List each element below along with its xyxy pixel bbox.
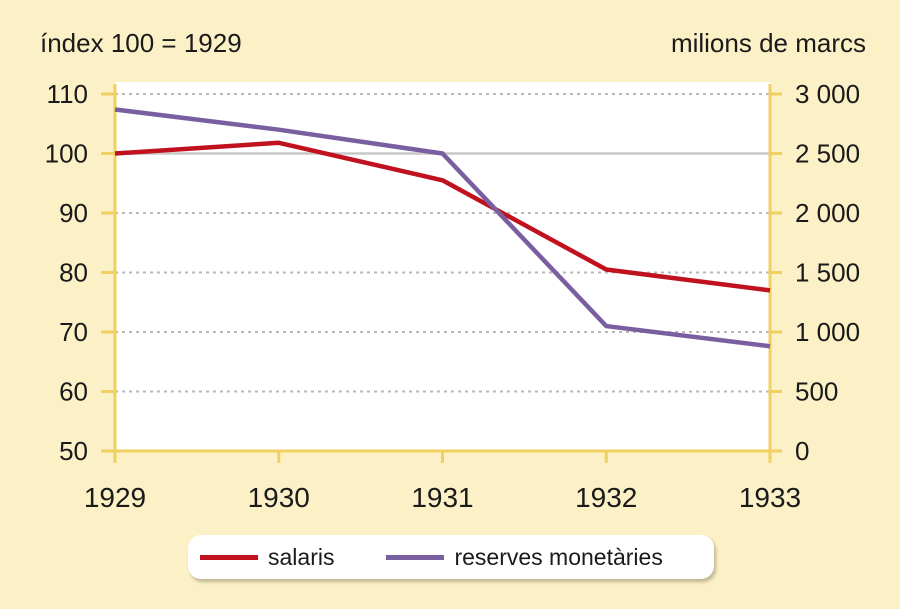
left-tick-label: 70 [59,317,88,347]
left-tick-label: 60 [59,377,88,407]
left-tick-label: 90 [59,198,88,228]
plot-area [115,82,770,452]
right-tick-label: 1 500 [795,258,860,288]
series-lines [114,107,771,349]
x-tick-label: 1929 [84,482,146,513]
legend-item-salaris: salaris [200,544,334,571]
right-tick-label: 500 [795,377,838,407]
left-tick-label: 110 [47,79,88,109]
right-tick-label: 2 000 [795,198,860,228]
right-tick-label: 3 000 [795,79,860,109]
legend-swatch-reserves [386,554,445,560]
legend-swatch-salaris [200,554,258,560]
left-tick-label: 50 [59,436,88,466]
right-axis-label: milions de marcs [671,28,866,58]
series-line-reserves [114,107,771,349]
left-tick-label: 80 [59,258,88,288]
x-tick-labels: 1929 1930 1931 1932 1933 [84,482,801,513]
right-tick-label: 0 [795,436,809,466]
series-line-salaris [114,140,771,293]
left-tick-labels: 110 100 90 80 70 60 50 [45,79,88,466]
legend-item-reserves: reserves monetàries [386,543,663,571]
legend-label-salaris: salaris [268,543,335,570]
right-tick-labels: 3 000 2 500 2 000 1 500 1 000 500 0 [795,79,860,466]
axes [101,84,782,463]
left-axis-label: índex 100 = 1929 [40,28,242,58]
x-tick-label: 1933 [739,482,801,513]
right-tick-label: 2 500 [795,139,860,169]
x-tick-label: 1932 [575,482,637,513]
x-tick-label: 1930 [248,482,310,513]
left-tick-label: 100 [45,139,88,169]
right-tick-label: 1 000 [795,317,860,347]
legend-label-reserves: reserves monetàries [454,543,663,570]
x-tick-label: 1931 [411,482,473,513]
legend: salaris reserves monetàries [188,535,714,579]
